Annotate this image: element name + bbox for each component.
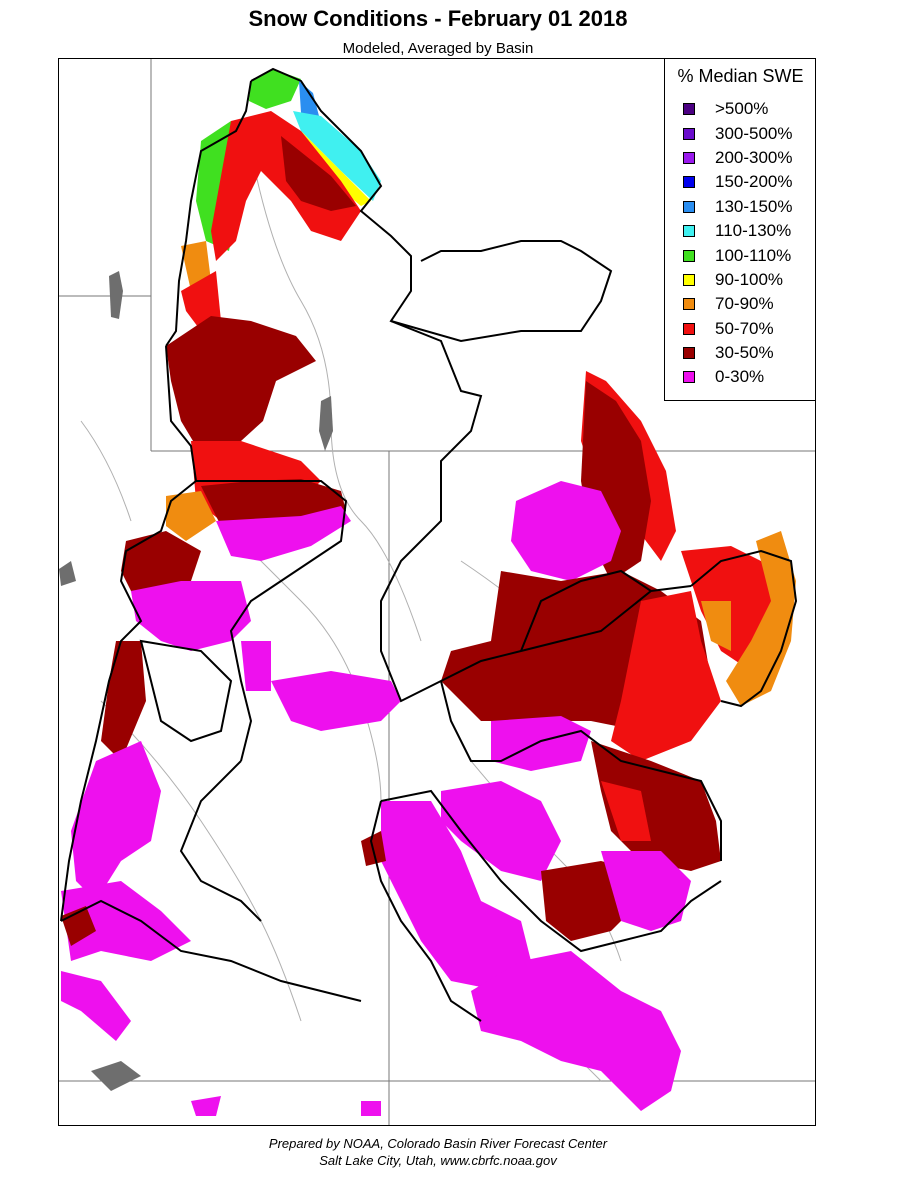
lakes [59, 271, 333, 1091]
legend-item: >500% [683, 97, 793, 121]
legend-item: 90-100% [683, 268, 793, 292]
snow-area-magenta-far-sw [61, 971, 131, 1041]
legend-swatch [683, 371, 695, 384]
snow-area-magenta-san-juan-west [381, 801, 531, 991]
legend-label: 70-90% [715, 294, 774, 314]
legend-item: 0-30% [683, 365, 793, 389]
snow-area-magenta-wasatch [131, 581, 251, 651]
legend-swatch [683, 273, 695, 286]
snow-area-red-gunnison [601, 781, 651, 841]
legend-item: 130-150% [683, 195, 793, 219]
legend-item: 110-130% [683, 219, 793, 243]
legend-label: 200-300% [715, 147, 793, 167]
legend-item: 300-500% [683, 121, 793, 145]
legend-title: % Median SWE [677, 66, 804, 86]
legend-swatch [683, 225, 695, 238]
legend-swatch [683, 103, 695, 116]
snow-area-magenta-uinta [216, 506, 351, 561]
snow-area-orange-front [726, 531, 796, 706]
legend-label: >500% [715, 99, 769, 119]
snow-areas [61, 69, 796, 1116]
snow-area-magenta-north-park [511, 481, 621, 581]
snow-area-magenta-south-small-2 [191, 1096, 221, 1116]
legend-label: 130-150% [715, 196, 793, 216]
legend-label: 90-100% [715, 269, 784, 289]
legend-item: 200-300% [683, 146, 793, 170]
legend-label: 0-30% [715, 367, 765, 387]
legend-swatch [683, 322, 695, 335]
snow-area-darkred-upper-green [166, 316, 316, 446]
legend: % Median SWE >500% 300-500% 200-300% 150-20… [664, 59, 815, 401]
legend-items: >500% 300-500% 200-300% 150-200% 130-150% 110… [683, 97, 793, 390]
snow-area-cyan-north [293, 111, 381, 201]
legend-item: 30-50% [683, 341, 793, 365]
legend-label: 110-130% [715, 221, 792, 241]
snow-area-magenta-uncompahgre [441, 781, 561, 881]
snow-area-magenta-grand-mesa [491, 716, 591, 771]
basin-map-svg [59, 59, 815, 1125]
snow-area-magenta-southwest [61, 881, 191, 961]
legend-item: 100-110% [683, 243, 793, 267]
credit-line-1: Prepared by NOAA, Colorado Basin River F… [268, 1136, 608, 1151]
snow-area-blue-north [299, 81, 319, 116]
snow-area-green-headwaters [249, 69, 301, 109]
legend-item: 150-200% [683, 170, 793, 194]
legend-item: 50-70% [683, 317, 793, 341]
legend-swatch [683, 176, 695, 189]
map-subtitle: Modeled, Averaged by Basin [342, 40, 534, 57]
snow-area-magenta-south [471, 951, 681, 1111]
legend-label: 300-500% [715, 123, 793, 143]
snow-area-magenta-west [71, 741, 161, 901]
credit-line-2: Salt Lake City, Utah, www.cbrfc.noaa.gov [319, 1153, 557, 1168]
legend-label: 30-50% [715, 343, 774, 363]
legend-swatch [683, 151, 695, 164]
legend-swatch [683, 347, 695, 360]
legend-label: 50-70% [715, 318, 774, 338]
snow-area-magenta-south-small [361, 1101, 381, 1116]
snow-area-orange-mid-west [166, 491, 216, 541]
snow-area-orange-front-2 [701, 601, 731, 651]
legend-swatch [683, 298, 695, 311]
legend-label: 100-110% [715, 245, 792, 265]
map-title: Snow Conditions - February 01 2018 [248, 6, 628, 31]
snow-area-yellow-north [301, 131, 371, 206]
basin-boundaries [60, 67, 798, 1022]
legend-swatch [683, 127, 695, 140]
snow-area-darkred-north [281, 136, 356, 211]
snow-area-magenta-central-2 [241, 641, 271, 691]
snow-area-red-north [211, 111, 361, 261]
snow-area-red-colorado-east [611, 591, 721, 761]
legend-item: 70-90% [683, 292, 793, 316]
legend-swatch [683, 200, 695, 213]
legend-swatch [683, 249, 695, 262]
snow-area-magenta-san-juan [601, 851, 691, 931]
legend-label: 150-200% [715, 172, 793, 192]
snow-area-magenta-central [271, 671, 401, 731]
